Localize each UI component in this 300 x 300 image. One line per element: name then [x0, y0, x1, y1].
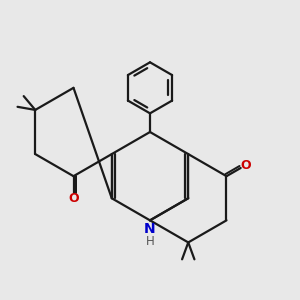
Text: H: H [146, 235, 155, 248]
Text: O: O [68, 192, 79, 205]
Text: N: N [144, 222, 156, 236]
Text: O: O [241, 158, 251, 172]
